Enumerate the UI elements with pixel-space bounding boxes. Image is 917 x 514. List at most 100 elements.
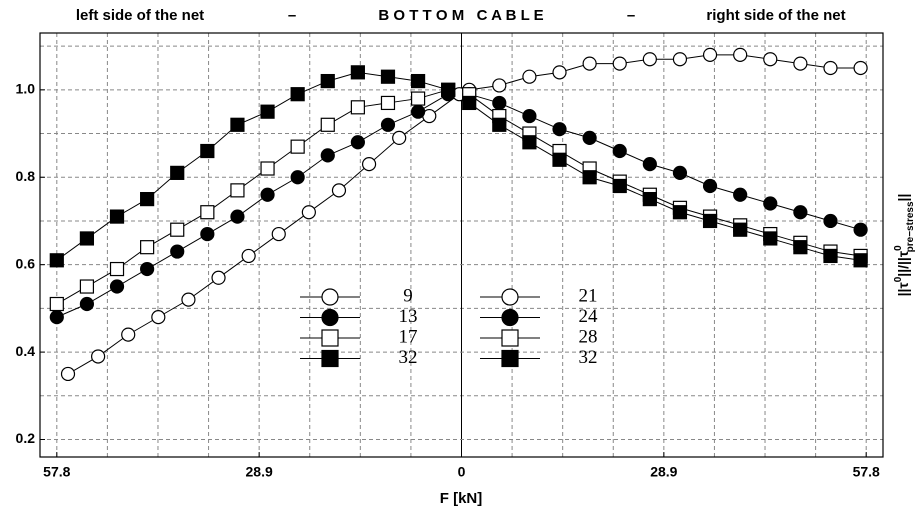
- marker: [763, 196, 778, 211]
- legend-label: 24: [579, 306, 599, 327]
- marker: [230, 209, 245, 224]
- marker: [441, 82, 456, 97]
- marker: [672, 52, 688, 67]
- marker: [733, 47, 748, 62]
- marker: [492, 117, 507, 132]
- marker: [321, 329, 339, 347]
- marker: [380, 95, 396, 111]
- marker: [230, 183, 245, 198]
- header-dash: –: [288, 7, 296, 24]
- legend-label: 21: [579, 285, 598, 306]
- marker: [109, 209, 125, 224]
- marker: [321, 288, 339, 306]
- marker: [260, 187, 275, 202]
- marker: [321, 308, 339, 327]
- marker: [49, 296, 64, 312]
- marker: [853, 222, 868, 237]
- marker: [79, 231, 95, 246]
- y-tick-label: 0.2: [16, 430, 36, 446]
- marker: [823, 60, 838, 76]
- marker: [793, 240, 808, 255]
- legend-label: 9: [403, 285, 413, 306]
- marker: [170, 222, 185, 237]
- marker: [763, 52, 778, 67]
- marker: [410, 104, 426, 119]
- marker: [410, 73, 426, 89]
- marker: [392, 130, 407, 146]
- marker: [522, 108, 537, 124]
- marker: [320, 73, 335, 89]
- y-axis-label: ||τ0||/||τ0pre−stress||: [893, 194, 916, 297]
- x-tick-label: 57.8: [43, 464, 70, 480]
- marker: [151, 310, 166, 325]
- marker: [582, 170, 597, 185]
- marker: [380, 117, 396, 132]
- marker: [181, 292, 196, 307]
- marker: [109, 261, 125, 277]
- y-tick-label: 1.0: [16, 81, 36, 97]
- marker: [492, 78, 507, 93]
- marker: [522, 135, 537, 150]
- marker: [501, 288, 519, 306]
- marker: [702, 47, 718, 62]
- y-tick-label: 0.8: [16, 168, 36, 184]
- marker: [331, 183, 347, 198]
- marker: [350, 135, 365, 150]
- marker: [642, 52, 657, 67]
- marker: [140, 240, 155, 255]
- y-label-part: ||/||τ: [895, 250, 911, 277]
- marker: [320, 148, 335, 163]
- marker: [350, 100, 365, 115]
- marker: [200, 205, 215, 220]
- marker: [60, 366, 76, 382]
- marker: [380, 69, 396, 84]
- marker: [200, 226, 215, 242]
- marker: [211, 270, 226, 285]
- marker: [672, 205, 688, 220]
- marker: [582, 130, 597, 146]
- marker: [492, 95, 507, 111]
- header-right: right side of the net: [706, 7, 845, 24]
- marker: [321, 349, 339, 368]
- marker: [410, 91, 426, 106]
- marker: [260, 161, 275, 176]
- marker: [200, 143, 215, 159]
- marker: [361, 157, 377, 172]
- marker: [612, 178, 627, 194]
- marker: [823, 213, 838, 229]
- x-tick-label: 0: [458, 464, 466, 480]
- marker: [290, 87, 305, 102]
- marker: [552, 65, 567, 80]
- legend-label: 17: [399, 326, 418, 347]
- marker: [121, 327, 136, 342]
- marker: [763, 231, 778, 246]
- marker: [793, 205, 808, 220]
- header-dash: –: [627, 7, 635, 24]
- marker: [271, 226, 286, 242]
- marker: [702, 213, 718, 229]
- marker: [241, 248, 256, 264]
- marker: [49, 310, 64, 325]
- y-label-part: 0: [893, 276, 904, 282]
- marker: [290, 170, 305, 185]
- marker: [301, 205, 316, 220]
- marker: [853, 60, 868, 76]
- marker: [853, 253, 868, 268]
- marker: [612, 56, 627, 71]
- y-tick-label: 0.6: [16, 255, 36, 271]
- marker: [140, 192, 155, 207]
- marker: [462, 95, 477, 111]
- marker: [230, 117, 245, 132]
- legend-label: 32: [579, 347, 598, 368]
- marker: [612, 143, 627, 159]
- y-label-part: pre−stress: [905, 201, 916, 252]
- marker: [109, 279, 125, 294]
- marker: [290, 139, 305, 154]
- marker: [350, 65, 365, 80]
- marker: [501, 329, 519, 347]
- marker: [79, 279, 95, 294]
- header-left: left side of the net: [76, 7, 204, 24]
- y-label-part: 0: [893, 245, 904, 251]
